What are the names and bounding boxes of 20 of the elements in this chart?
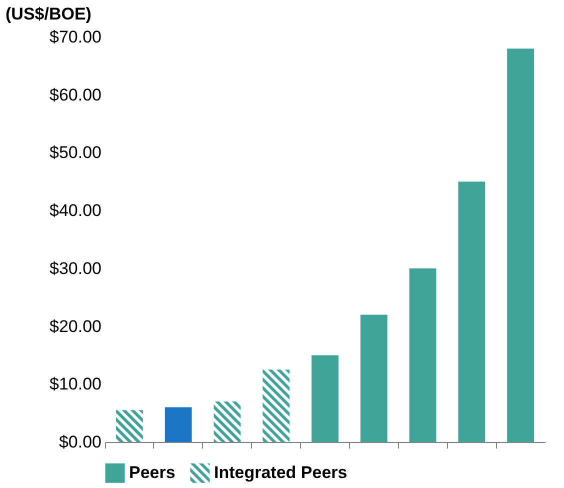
y-tick-label: $70.00	[50, 28, 102, 46]
bar	[360, 314, 388, 442]
bar	[312, 355, 338, 442]
bar	[507, 48, 534, 442]
bar	[164, 407, 192, 442]
y-tick-label: $30.00	[50, 258, 102, 278]
bar	[262, 370, 290, 442]
y-tick-label: $50.00	[50, 143, 102, 162]
y-tick-label: $40.00	[50, 201, 102, 220]
bar	[116, 410, 143, 442]
bar	[409, 268, 436, 442]
y-tick-label: $20.00	[50, 316, 102, 336]
legend-label: Integrated Peers	[214, 463, 348, 482]
y-tick-label: $60.00	[50, 85, 102, 104]
y-tick-label: $10.00	[50, 374, 102, 394]
bar	[214, 402, 241, 442]
legend-label: Peers	[129, 463, 176, 482]
y-axis-title: (US$/BOE)	[6, 4, 92, 24]
y-tick-label: $0.00	[58, 432, 102, 452]
bar	[458, 182, 486, 442]
